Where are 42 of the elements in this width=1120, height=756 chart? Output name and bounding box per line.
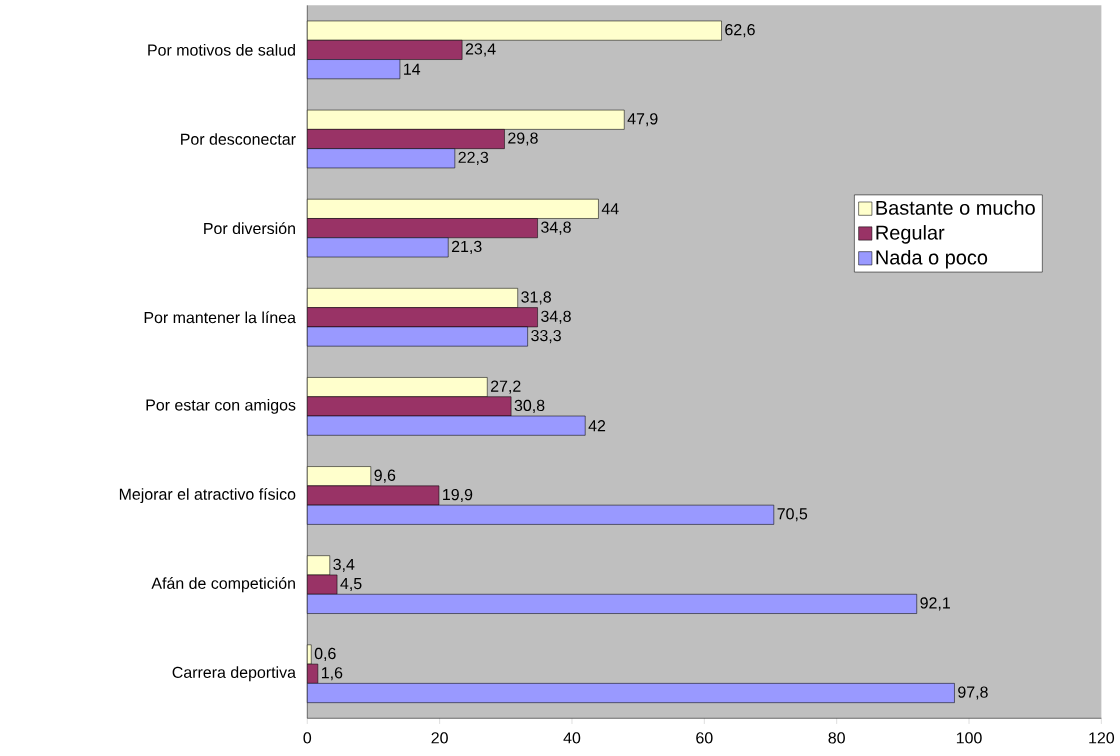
y-tick-label: Afán de competición — [151, 576, 295, 593]
data-label: 44 — [601, 203, 619, 215]
data-label: 14 — [404, 63, 421, 75]
data-label: 92,1 — [920, 597, 950, 611]
legend-label: Bastante o mucho — [876, 200, 1035, 215]
data-label: 27,2 — [490, 380, 521, 394]
data-label: 4,5 — [340, 578, 362, 592]
data-label: 30,8 — [514, 399, 545, 413]
x-tick-label: 40 — [563, 732, 581, 744]
data-label: 70,5 — [777, 508, 808, 522]
data-label: 9,6 — [374, 469, 396, 483]
data-label: 34,8 — [541, 221, 571, 235]
data-label: 33,3 — [531, 329, 561, 344]
x-tick-label: 0 — [303, 732, 312, 744]
data-label: 21,3 — [451, 240, 482, 254]
y-tick-label: Carrera deportiva — [172, 666, 296, 682]
data-label: 22,3 — [458, 151, 489, 165]
x-tick-label: 120 — [1089, 732, 1115, 744]
data-label: 3,4 — [333, 558, 355, 572]
data-label: 29,8 — [508, 132, 538, 146]
data-label: 42 — [588, 420, 606, 432]
y-tick-label: Por estar con amigos — [146, 398, 296, 414]
x-tick-label: 100 — [956, 732, 982, 744]
data-label: 62,6 — [725, 23, 755, 38]
legend-label: Nada o poco — [876, 249, 988, 269]
data-label: 31,8 — [521, 291, 551, 305]
y-tick-label: Por desconectar — [181, 133, 296, 145]
data-label: 34,8 — [541, 310, 571, 324]
y-tick-label: Por mantener la línea — [144, 311, 296, 324]
data-label: 0,6 — [314, 647, 336, 661]
data-label: 47,9 — [627, 113, 658, 127]
data-label: 1,6 — [322, 667, 343, 681]
y-tick-label: Mejorar el atractivo físico — [119, 487, 296, 503]
x-tick-label: 20 — [431, 732, 448, 744]
data-label: 23,4 — [465, 43, 496, 57]
data-label: 19,9 — [443, 488, 473, 502]
data-label: 97,8 — [958, 686, 988, 700]
legend-label: Regular — [876, 224, 945, 244]
x-tick-label: 60 — [696, 732, 713, 744]
y-tick-label: Por motivos de salud — [148, 43, 295, 56]
y-tick-label: Por diversión — [204, 222, 295, 234]
x-tick-label: 80 — [828, 732, 845, 744]
